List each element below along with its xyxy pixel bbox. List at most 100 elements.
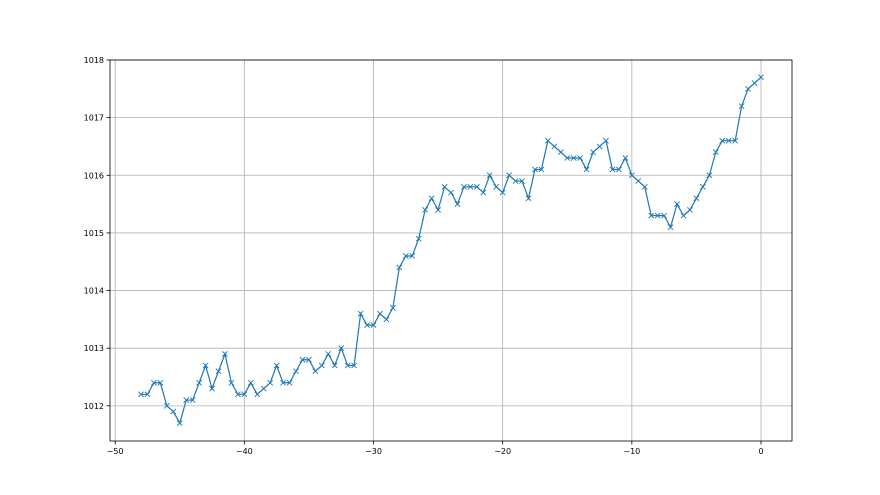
data-point-marker — [532, 166, 538, 173]
data-point-marker — [222, 351, 228, 357]
data-point-marker — [312, 368, 319, 375]
data-point-marker — [493, 183, 500, 190]
data-point-marker — [667, 224, 674, 231]
data-point-marker — [325, 351, 332, 357]
data-point-marker — [247, 379, 254, 386]
data-point-marker — [435, 206, 442, 213]
series-line — [141, 76, 762, 425]
plot-frame — [109, 59, 793, 442]
data-point-marker — [615, 166, 622, 173]
data-point-marker — [506, 172, 513, 179]
x-axis: −50 −40 −30 −20 −10 0 — [107, 441, 764, 456]
data-point-marker — [577, 155, 584, 161]
data-point-marker — [215, 368, 222, 375]
x-tick-label: −50 — [107, 447, 124, 456]
data-point-marker — [590, 149, 597, 156]
data-point-marker — [635, 178, 642, 184]
data-point-marker — [234, 391, 241, 398]
data-point-marker — [706, 172, 713, 179]
data-point-marker — [499, 189, 506, 196]
data-point-marker — [415, 235, 422, 242]
data-point-marker — [293, 368, 299, 375]
data-point-marker — [641, 183, 648, 190]
data-point-marker — [176, 420, 183, 427]
data-point-marker — [157, 379, 164, 386]
data-point-marker — [473, 183, 480, 190]
data-point-marker — [351, 362, 358, 369]
data-point-marker — [396, 264, 403, 271]
data-point-marker — [209, 385, 215, 392]
data-point-marker — [551, 143, 558, 150]
data-point-marker — [428, 195, 435, 202]
data-point-marker — [738, 103, 745, 110]
data-point-marker — [305, 356, 312, 363]
data-point-marker — [699, 183, 706, 190]
data-point-marker — [654, 212, 661, 219]
y-tick-label: 1015 — [84, 229, 104, 238]
data-point-marker — [609, 166, 616, 173]
data-point-marker — [383, 316, 390, 323]
data-point-marker — [377, 310, 383, 317]
data-point-marker — [422, 206, 429, 213]
data-point-marker — [144, 391, 151, 398]
data-point-marker — [693, 195, 700, 202]
x-tick-label: −30 — [365, 447, 382, 456]
data-point-marker — [745, 85, 752, 92]
data-point-marker — [228, 379, 235, 386]
data-point-marker — [519, 178, 525, 184]
data-point-marker — [138, 391, 144, 398]
data-point-marker — [712, 149, 719, 156]
data-point-marker — [544, 137, 551, 144]
data-point-marker — [583, 166, 590, 173]
data-point-marker — [564, 155, 571, 161]
data-point-marker — [286, 379, 293, 386]
y-tick-label: 1016 — [84, 171, 104, 180]
data-point-marker — [732, 137, 739, 144]
data-point-marker — [267, 379, 274, 386]
data-point-marker — [338, 345, 345, 352]
data-point-marker — [318, 362, 325, 369]
data-point-marker — [596, 143, 603, 150]
grid — [110, 59, 792, 441]
data-point-marker — [331, 362, 338, 369]
data-point-marker — [674, 201, 680, 208]
data-point-marker — [603, 137, 609, 144]
data-point-marker — [409, 253, 416, 259]
data-point-marker — [486, 172, 493, 179]
data-point-marker — [622, 155, 629, 161]
data-point-marker — [441, 183, 448, 190]
data-point-marker — [751, 80, 758, 86]
data-point-marker — [260, 385, 267, 392]
data-point-marker — [280, 379, 287, 386]
data-point-marker — [628, 172, 635, 179]
x-tick-label: 0 — [758, 447, 763, 456]
data-point-marker — [687, 206, 693, 213]
data-point-marker — [299, 356, 306, 363]
data-point-marker — [370, 322, 377, 329]
series — [138, 74, 764, 427]
data-point-marker — [661, 212, 668, 219]
y-tick-label: 1013 — [84, 344, 104, 353]
x-tick-label: −40 — [236, 447, 253, 456]
data-point-marker — [467, 183, 474, 190]
data-point-marker — [196, 379, 203, 386]
y-tick-label: 1018 — [84, 56, 104, 65]
y-tick-label: 1017 — [84, 114, 104, 123]
data-point-marker — [364, 322, 370, 329]
data-point-marker — [719, 137, 726, 144]
data-point-marker — [202, 362, 209, 369]
data-point-marker — [648, 212, 655, 219]
data-point-marker — [389, 304, 396, 311]
data-point-marker — [454, 201, 461, 208]
data-point-marker — [512, 178, 519, 184]
data-point-marker — [402, 253, 409, 259]
data-point-marker — [680, 212, 687, 219]
data-point-marker — [170, 408, 177, 415]
data-point-marker — [163, 402, 170, 409]
data-point-marker — [254, 391, 261, 398]
data-point-marker — [344, 362, 351, 369]
y-axis: 1012 1013 1014 1015 1016 1017 1018 — [84, 56, 110, 411]
data-point-marker — [241, 391, 248, 398]
data-point-marker — [725, 137, 732, 144]
